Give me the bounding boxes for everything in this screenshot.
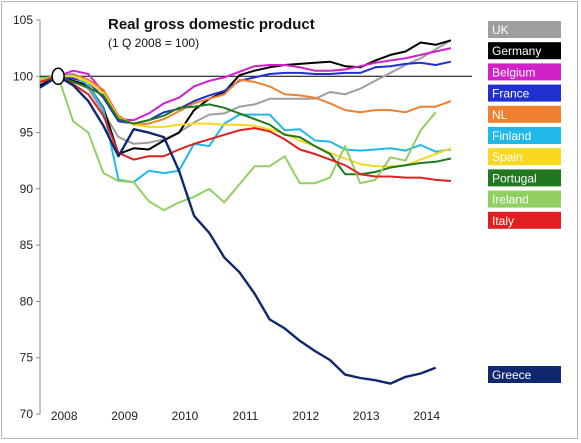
gdp-line-chart: Real gross domestic product (1 Q 2008 = … bbox=[13, 13, 561, 423]
series-line-nl bbox=[39, 73, 452, 126]
x-tick-label: 2013 bbox=[353, 409, 380, 423]
y-tick-label: 80 bbox=[20, 294, 34, 308]
x-tick-label: 2008 bbox=[51, 409, 78, 423]
y-tick-label: 70 bbox=[20, 407, 34, 421]
legend-swatch-ireland bbox=[488, 190, 561, 208]
series-line-ireland bbox=[39, 75, 437, 212]
legend-label-france: France bbox=[492, 87, 530, 101]
legend-label-nl: NL bbox=[492, 108, 508, 122]
series-layer bbox=[39, 39, 452, 385]
legend-swatch-belgium bbox=[488, 63, 561, 81]
base-point-marker bbox=[51, 67, 65, 86]
x-tick-label: 2011 bbox=[233, 409, 259, 423]
legend-label-spain: Spain bbox=[492, 150, 523, 164]
series-line-italy bbox=[39, 75, 451, 182]
series-line-greece bbox=[39, 75, 437, 385]
y-tick-label: 85 bbox=[20, 238, 34, 252]
x-tick-label: 2012 bbox=[292, 409, 319, 423]
legend-label-uk: UK bbox=[492, 23, 509, 37]
series-line-germany bbox=[39, 39, 452, 155]
legend-label-germany: Germany bbox=[492, 44, 541, 58]
series-line-finland bbox=[39, 74, 452, 184]
legend-swatch-nl bbox=[488, 105, 561, 123]
chart-subtitle: (1 Q 2008 = 100) bbox=[108, 36, 199, 50]
legend-swatch-germany bbox=[488, 42, 561, 60]
legend-swatch-italy bbox=[488, 211, 561, 229]
x-tick-label: 2010 bbox=[172, 409, 199, 423]
y-tick-label: 100 bbox=[13, 69, 33, 83]
series-line-uk bbox=[39, 39, 452, 145]
legend-swatch-spain bbox=[488, 148, 561, 166]
legend-swatch-portugal bbox=[488, 169, 561, 187]
legend-swatch-france bbox=[488, 84, 561, 102]
series-line-france bbox=[39, 60, 452, 125]
y-tick-label: 95 bbox=[20, 126, 34, 140]
legend-label-italy: Italy bbox=[492, 214, 514, 228]
y-tick-label: 90 bbox=[20, 182, 34, 196]
legend-label-belgium: Belgium bbox=[492, 65, 535, 79]
legend: UK Germany Belgium France NL Finland Spain Port… bbox=[488, 21, 561, 383]
x-tick-label: 2014 bbox=[413, 409, 440, 423]
legend-swatch-uk bbox=[488, 21, 561, 38]
legend-label-greece: Greece bbox=[492, 368, 532, 382]
y-tick-label: 75 bbox=[20, 351, 34, 365]
legend-label-finland: Finland bbox=[492, 129, 531, 143]
legend-swatch-greece bbox=[488, 366, 561, 383]
legend-swatch-finland bbox=[488, 127, 561, 144]
x-tick-label: 2009 bbox=[111, 409, 138, 423]
y-tick-label: 105 bbox=[13, 13, 33, 27]
legend-label-portugal: Portugal bbox=[492, 171, 537, 185]
legend-label-ireland: Ireland bbox=[492, 193, 529, 207]
chart-title: Real gross domestic product bbox=[108, 16, 315, 33]
